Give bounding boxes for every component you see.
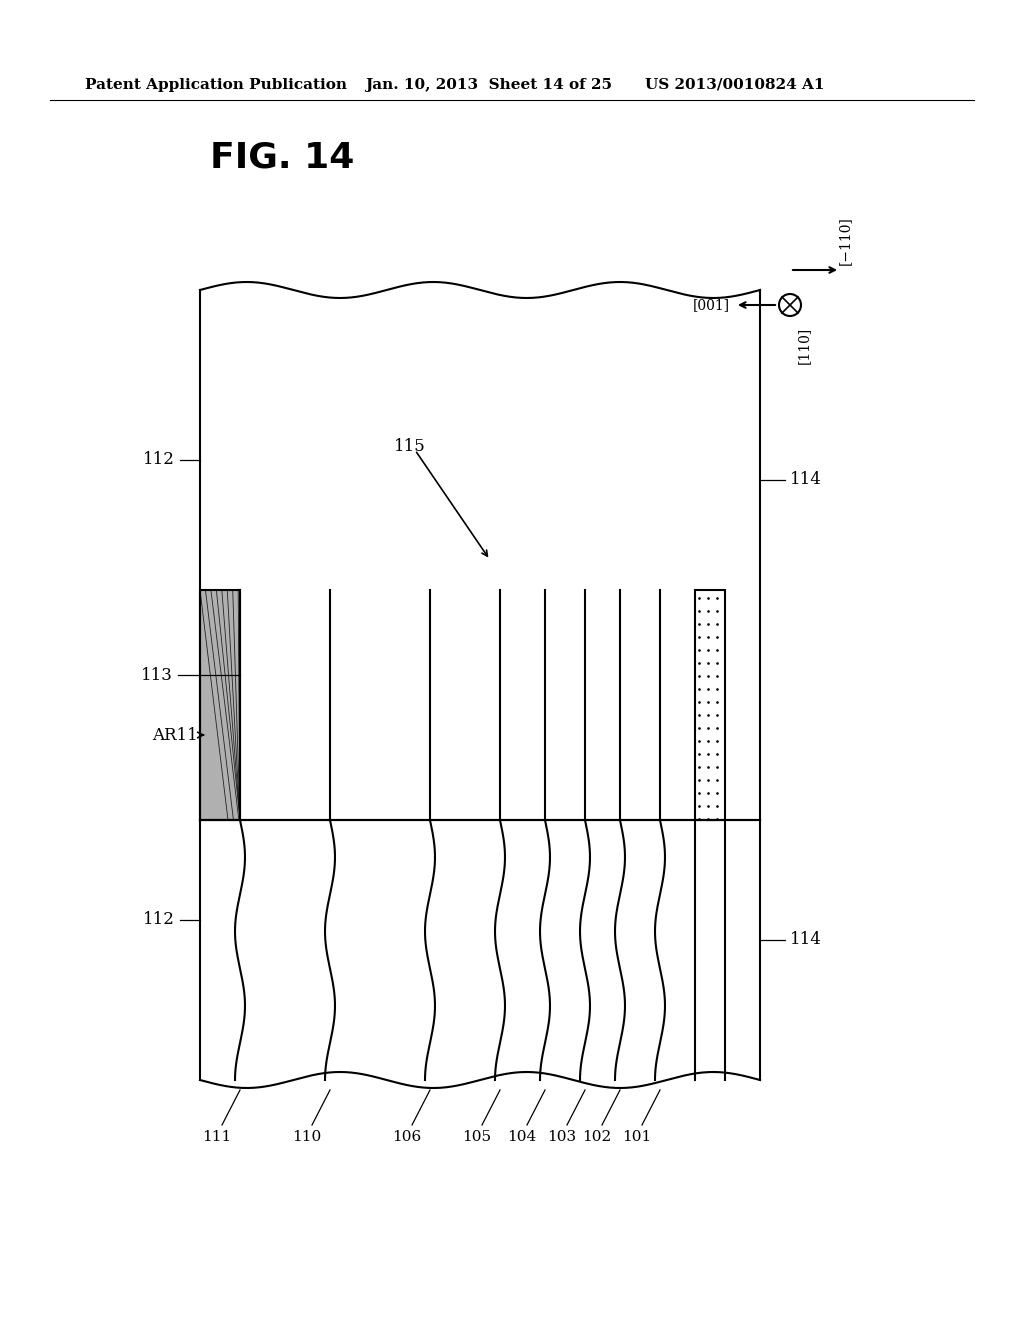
Text: [001]: [001]	[693, 298, 730, 312]
Text: 103: 103	[548, 1130, 577, 1144]
Text: 106: 106	[392, 1130, 422, 1144]
Bar	[200, 820, 760, 1080]
Bar	[695, 590, 725, 820]
Text: 105: 105	[463, 1130, 492, 1144]
Text: 111: 111	[203, 1130, 231, 1144]
Text: US 2013/0010824 A1: US 2013/0010824 A1	[645, 78, 824, 92]
Text: 114: 114	[790, 471, 822, 488]
Text: 114: 114	[790, 932, 822, 949]
Text: 101: 101	[623, 1130, 651, 1144]
Text: [−110]: [−110]	[838, 216, 852, 265]
Text: 102: 102	[583, 1130, 611, 1144]
Bar	[200, 590, 240, 820]
Text: 115: 115	[394, 438, 426, 455]
Text: Jan. 10, 2013  Sheet 14 of 25: Jan. 10, 2013 Sheet 14 of 25	[365, 78, 612, 92]
Text: FIG. 14: FIG. 14	[210, 140, 354, 174]
Text: 110: 110	[293, 1130, 322, 1144]
Text: AR11: AR11	[153, 726, 198, 743]
Text: [110]: [110]	[797, 327, 811, 364]
Text: Patent Application Publication: Patent Application Publication	[85, 78, 347, 92]
Text: 113: 113	[141, 667, 173, 684]
Text: 112: 112	[143, 912, 175, 928]
Text: 104: 104	[507, 1130, 537, 1144]
Text: 112: 112	[143, 451, 175, 469]
Bar	[200, 290, 760, 820]
